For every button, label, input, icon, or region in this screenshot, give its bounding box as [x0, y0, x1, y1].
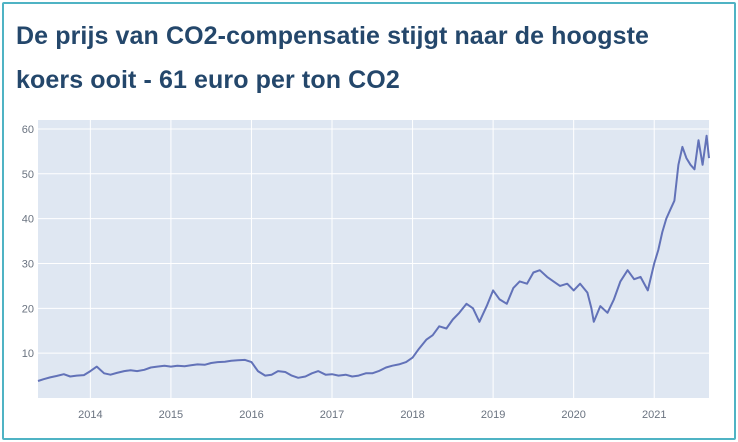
x-tick-label: 2017	[320, 409, 344, 421]
y-axis-tick-labels: 10 20 30 40 50 60	[22, 124, 34, 360]
y-tick-label: 20	[22, 303, 34, 315]
y-tick-label: 50	[22, 169, 34, 181]
x-tick-label: 2018	[400, 409, 424, 421]
y-tick-label: 40	[22, 214, 34, 226]
x-tick-label: 2016	[239, 409, 263, 421]
x-axis-tick-labels: 2014 2015 2016 2017 2018 2019 2020 2021	[78, 409, 666, 421]
x-tick-label: 2019	[481, 409, 505, 421]
x-tick-label: 2015	[159, 409, 183, 421]
y-tick-label: 30	[22, 258, 34, 270]
chart-title: De prijs van CO2-compensatie stijgt naar…	[16, 22, 650, 94]
y-tick-label: 60	[22, 124, 34, 136]
y-tick-label: 10	[22, 348, 34, 360]
plot-area	[38, 120, 709, 398]
x-tick-label: 2014	[78, 409, 102, 421]
x-tick-label: 2020	[561, 409, 585, 421]
co2-price-line	[37, 134, 710, 382]
y-gridlines	[38, 128, 709, 354]
x-gridlines	[89, 120, 655, 398]
x-tick-label: 2021	[642, 409, 666, 421]
